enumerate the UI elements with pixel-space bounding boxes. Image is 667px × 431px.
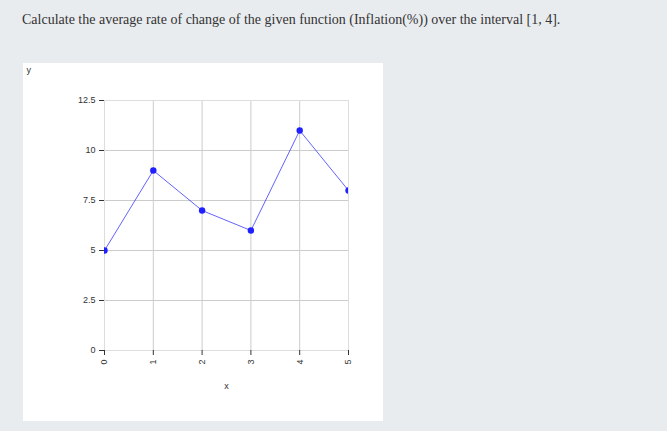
svg-text:y: y bbox=[27, 65, 32, 75]
svg-text:10: 10 bbox=[85, 145, 95, 155]
svg-text:5: 5 bbox=[90, 245, 95, 255]
svg-text:0: 0 bbox=[90, 345, 95, 355]
svg-text:3: 3 bbox=[246, 360, 256, 365]
html-text:Calculate the average rate of: Calculate the average rate of change of … bbox=[22, 12, 561, 27]
svg-text:2.5: 2.5 bbox=[83, 295, 96, 305]
svg-text:7.5: 7.5 bbox=[83, 195, 96, 205]
svg-text:4: 4 bbox=[295, 360, 305, 365]
svg-text:5: 5 bbox=[343, 360, 353, 365]
svg-text:1: 1 bbox=[148, 360, 158, 365]
svg-text:x: x bbox=[224, 381, 229, 391]
svg-text:12.5: 12.5 bbox=[78, 95, 96, 105]
svg-text:2: 2 bbox=[197, 360, 207, 365]
svg-text:0: 0 bbox=[99, 360, 109, 365]
